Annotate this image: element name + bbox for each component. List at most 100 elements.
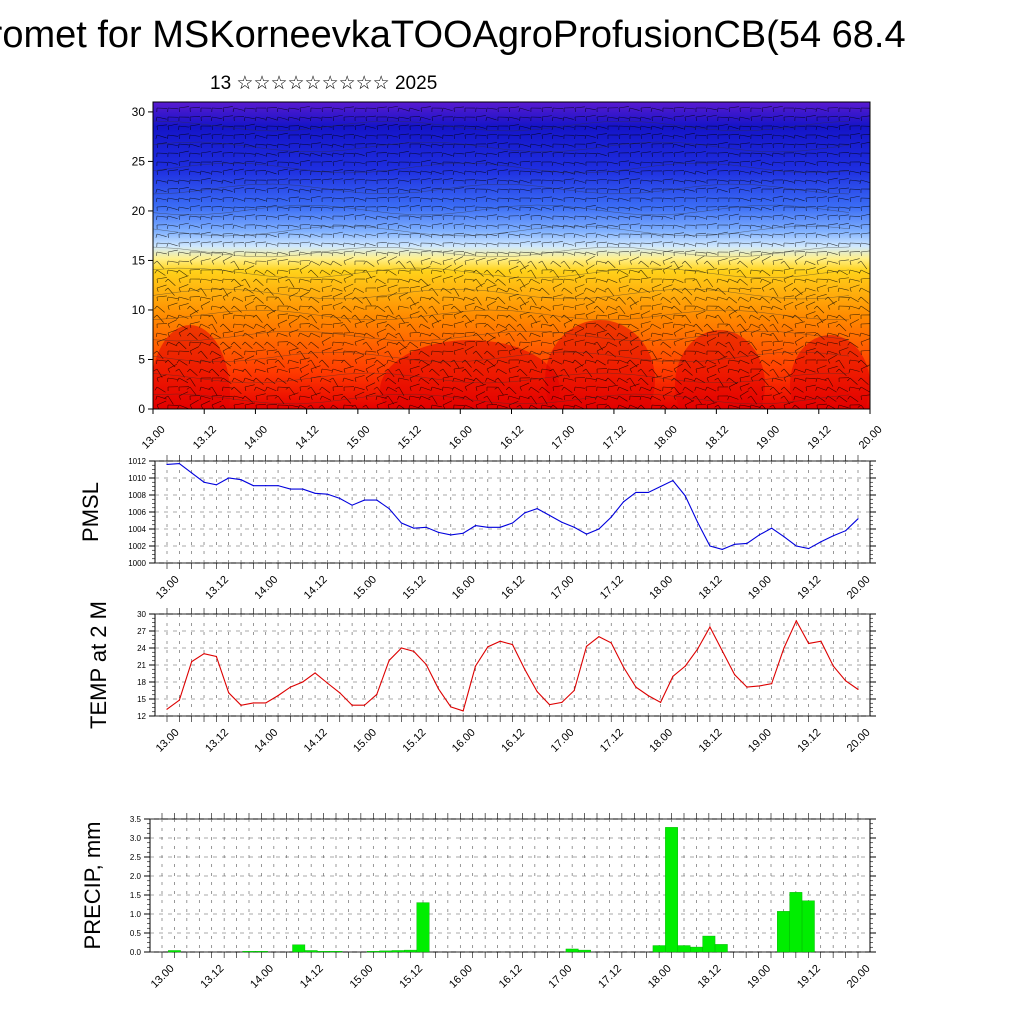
wind-barb-flag — [177, 251, 180, 256]
wind-barb-flag — [442, 386, 444, 392]
wind-barb-flag — [629, 386, 632, 391]
wind-barb-flag — [442, 260, 445, 265]
wind-barb-flag — [384, 395, 389, 399]
wind-barb — [541, 224, 552, 228]
wind-barb-flag — [387, 107, 389, 112]
wind-barb-flag — [516, 260, 521, 264]
wind-barb — [178, 269, 188, 277]
wind-barb-flag — [154, 269, 158, 274]
wind-barb — [387, 359, 398, 364]
wind-barb — [596, 233, 607, 237]
wind-barb — [475, 233, 486, 236]
wind-barb-flag — [166, 197, 169, 202]
wind-barb-flag — [199, 251, 202, 256]
wind-barb — [167, 395, 174, 405]
wind-barb-flag — [231, 296, 235, 301]
wind-barb — [244, 107, 255, 110]
wind-barb-flag — [166, 161, 169, 166]
wind-barb-flag — [747, 395, 752, 399]
wind-barb-flag — [464, 170, 466, 176]
wind-barb — [838, 170, 850, 172]
wind-barb — [574, 328, 585, 334]
wind-barb-flag — [231, 305, 235, 310]
wind-barb — [354, 287, 365, 293]
wind-barb — [794, 255, 804, 262]
wind-barb-flag — [605, 341, 609, 346]
wind-barb — [354, 233, 365, 237]
wind-barb-flag — [265, 233, 268, 238]
wind-barb — [563, 359, 574, 364]
wind-barb — [508, 124, 519, 127]
wind-barb — [365, 404, 370, 409]
wind-barb-flag — [439, 368, 444, 372]
wind-barb — [200, 222, 211, 226]
wind-barb — [277, 368, 288, 372]
wind-barb-flag — [571, 269, 576, 273]
wind-barb-flag — [849, 260, 852, 265]
wind-barb — [607, 161, 618, 165]
isoline — [153, 351, 850, 363]
x-tick-label: 13.00 — [154, 574, 182, 602]
wind-barb — [255, 251, 266, 254]
wind-barb — [585, 377, 596, 380]
wind-barb-flag — [219, 404, 224, 408]
wind-barb — [167, 377, 178, 380]
wind-barb-flag — [738, 233, 741, 238]
wind-barb — [189, 241, 200, 244]
wind-barb — [222, 323, 231, 332]
wind-barb — [508, 347, 519, 352]
wind-barb-flag — [584, 125, 587, 130]
wind-barb-flag — [715, 350, 719, 355]
wind-barb-flag — [684, 341, 687, 346]
wind-barb-flag — [550, 404, 554, 409]
wind-barb — [717, 331, 728, 334]
wind-barb-flag — [211, 188, 213, 194]
wind-barb-flag — [727, 116, 730, 121]
wind-barb-flag — [816, 287, 819, 292]
wind-barb-flag — [453, 314, 456, 319]
wind-barb-flag — [794, 107, 796, 113]
wind-barb — [552, 314, 561, 323]
wind-barb — [816, 107, 827, 112]
wind-barb — [255, 241, 266, 244]
wind-barb — [717, 305, 727, 313]
wind-barb — [695, 310, 706, 316]
wind-barb — [431, 134, 442, 138]
wind-barb-flag — [254, 197, 257, 202]
wind-barb — [189, 124, 200, 127]
wind-barb — [706, 296, 717, 301]
wind-barb — [464, 395, 474, 402]
wind-barb — [508, 401, 519, 406]
wind-barb — [398, 377, 409, 381]
wind-barb — [365, 341, 373, 351]
wind-barb-flag — [714, 377, 719, 381]
wind-barb-flag — [496, 287, 499, 292]
wind-barb-flag — [527, 260, 532, 264]
wind-barb — [816, 188, 827, 192]
wind-barb-flag — [398, 359, 401, 364]
wind-barb-flag — [519, 386, 522, 391]
wind-barb — [354, 368, 365, 373]
wind-barb-flag — [595, 278, 598, 283]
wind-barb-flag — [463, 404, 466, 409]
wind-barb — [299, 188, 310, 192]
wind-barb — [255, 314, 263, 323]
wind-barb-flag — [321, 341, 325, 346]
wind-barb — [750, 125, 761, 128]
wind-barb-flag — [618, 188, 621, 193]
wind-barb — [750, 215, 761, 219]
wind-barb-flag — [409, 350, 411, 356]
wind-barb — [321, 395, 332, 401]
wind-barb-flag — [287, 116, 290, 121]
wind-barb-flag — [517, 368, 521, 373]
wind-barb — [211, 133, 222, 136]
wind-barb-flag — [178, 179, 180, 185]
wind-barb — [354, 386, 365, 390]
wind-barb-flag — [750, 332, 753, 337]
wind-barb-flag — [750, 260, 754, 265]
wind-barb — [266, 134, 278, 136]
wind-barb-flag — [210, 305, 213, 310]
wind-barb — [794, 160, 805, 163]
wind-barb — [266, 242, 277, 246]
wind-barb — [618, 242, 629, 245]
